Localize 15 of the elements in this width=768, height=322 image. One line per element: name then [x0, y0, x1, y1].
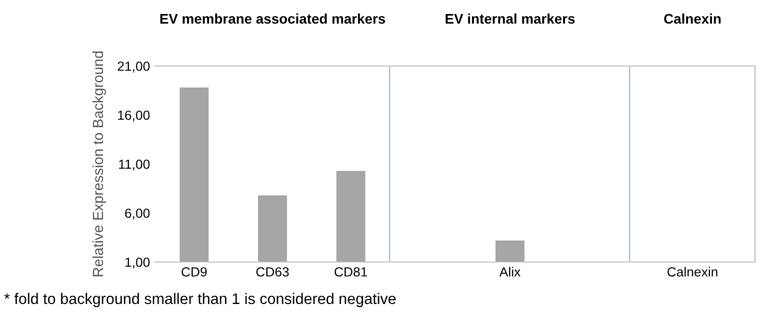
x-tick-label: CD81	[334, 267, 368, 277]
y-tick-label: 6,00	[125, 208, 150, 220]
y-tick-label: 16,00	[118, 110, 150, 122]
x-tick-label: Alix	[499, 266, 520, 276]
chart-title: Calnexin	[664, 14, 721, 24]
text: * fold to background smaller than 1 is considered negative	[4, 292, 396, 308]
y-tick-label: 1,00	[125, 258, 150, 268]
x-tick-label: Calnexin	[668, 266, 718, 277]
y-axis-title: Relative Expression to Background	[92, 51, 106, 276]
chart-title: EV membrane associated markers	[160, 14, 386, 24]
x-tick-label: CD63	[256, 267, 289, 277]
y-tick-label: 11,00	[119, 160, 150, 170]
x-tick-label: CD9	[182, 267, 207, 277]
chart-title: EV internal markers	[446, 14, 575, 24]
y-tick-label: 21,00	[118, 62, 150, 72]
